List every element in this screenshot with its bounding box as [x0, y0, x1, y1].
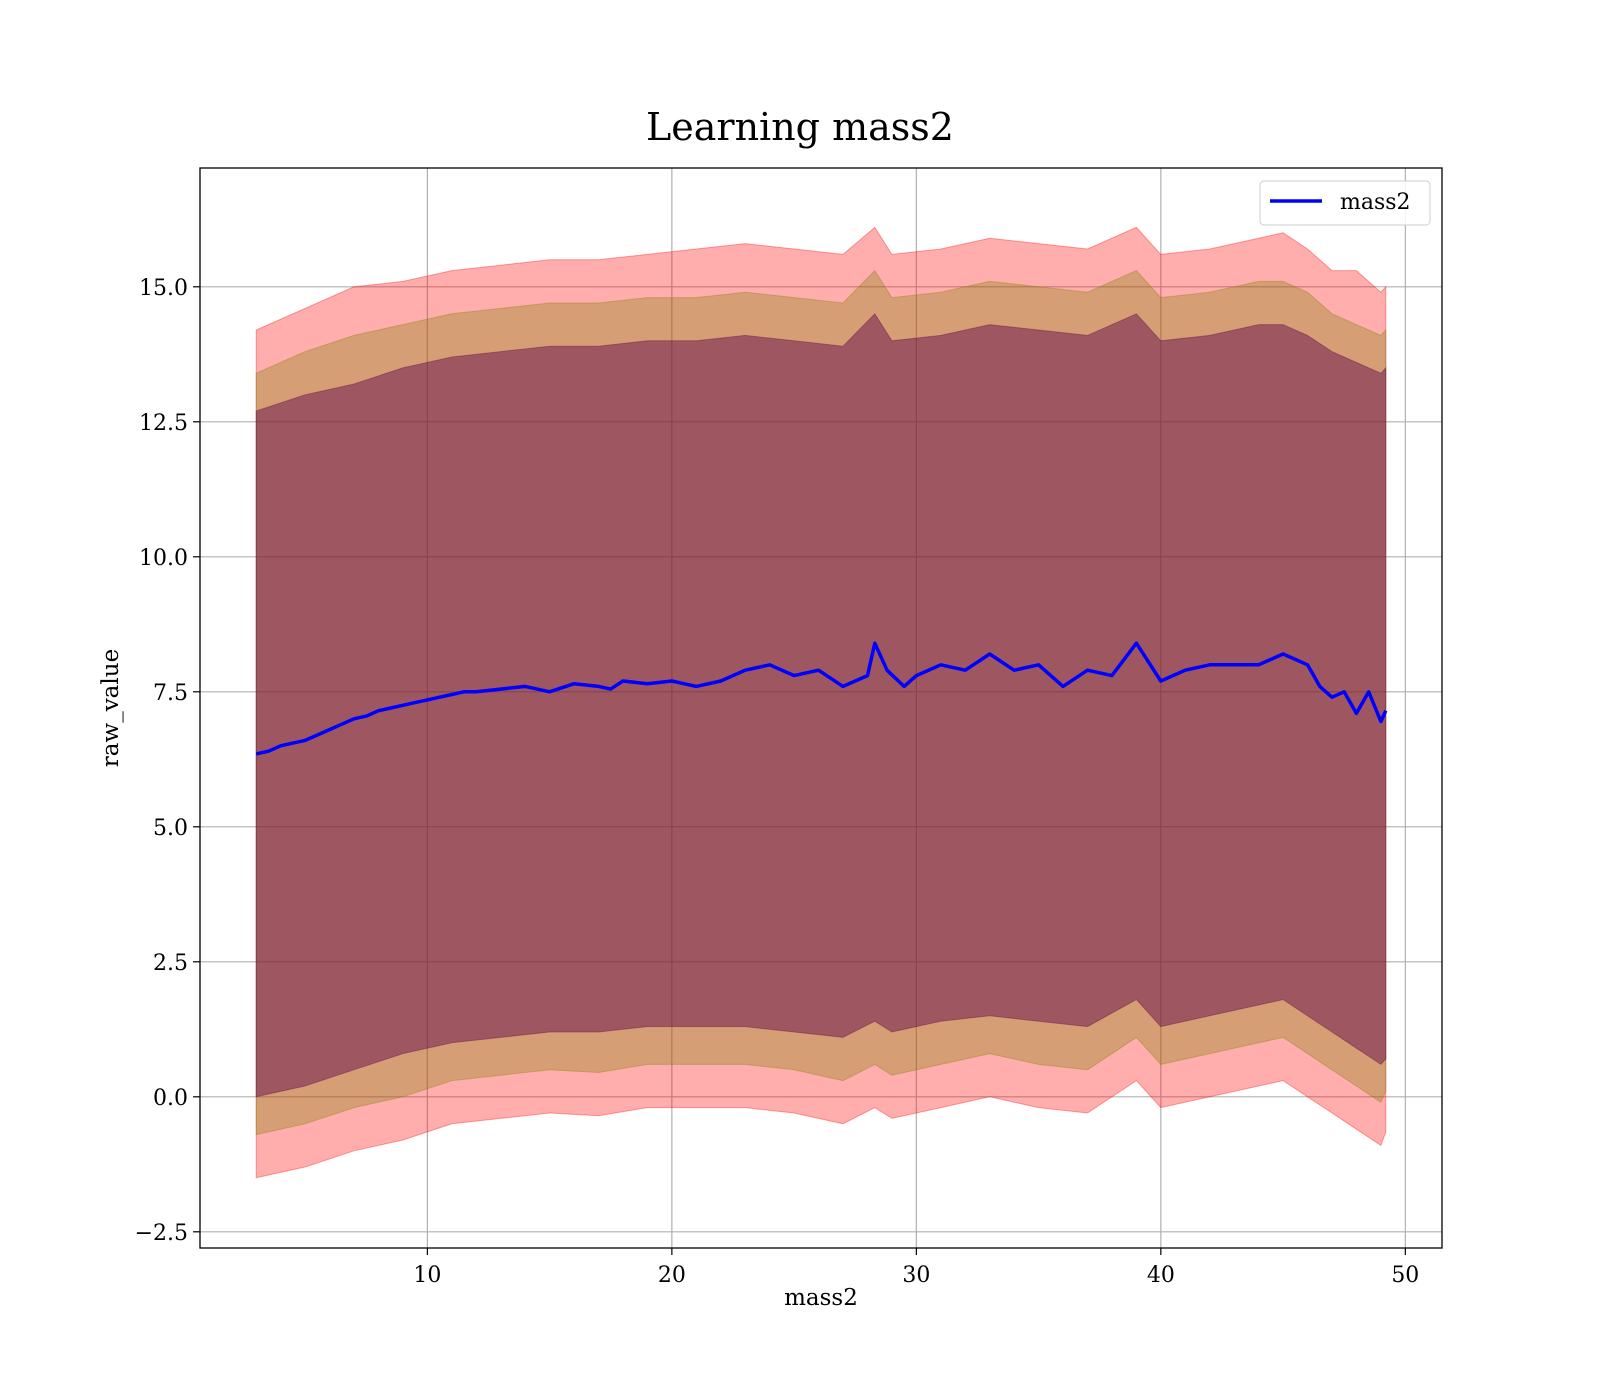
- y-tick-label: 5.0: [153, 816, 188, 841]
- grid-lines: [200, 168, 1442, 1248]
- plot-frame: [199, 167, 1443, 1249]
- legend-box: [1259, 180, 1431, 226]
- x-tick-label: 20: [658, 1263, 686, 1288]
- y-tick-label: 2.5: [153, 951, 188, 976]
- x-axis-ticks: 10 20 30 40 50: [413, 1248, 1419, 1288]
- confidence-band-2: [255, 269, 1387, 1136]
- x-tick-label: 30: [902, 1263, 930, 1288]
- x-tick-label: 40: [1147, 1263, 1175, 1288]
- y-tick-label: 7.5: [153, 681, 188, 706]
- y-tick-label: 0.0: [153, 1086, 188, 1111]
- legend-label-mass2: mass2: [1340, 190, 1411, 215]
- y-tick-label: 15.0: [139, 276, 188, 301]
- y-axis-label: raw_value: [98, 649, 124, 767]
- chart-title: Learning mass2: [646, 105, 954, 149]
- series-line-mass2: [255, 641, 1388, 756]
- confidence-band-1: [255, 226, 1387, 1179]
- y-tick-label: 12.5: [139, 411, 188, 436]
- x-axis-label: mass2: [784, 1285, 858, 1311]
- confidence-bands: [255, 226, 1387, 1179]
- legend: mass2: [1259, 180, 1431, 226]
- plot-background: [200, 168, 1442, 1248]
- y-axis-ticks: −2.5 0.0 2.5 5.0 7.5 10.0 12.5 15.0: [135, 276, 200, 1246]
- y-tick-label: 10.0: [139, 546, 188, 571]
- x-tick-label: 50: [1391, 1263, 1419, 1288]
- y-tick-label: −2.5: [135, 1221, 188, 1246]
- x-tick-label: 10: [413, 1263, 441, 1288]
- series-lines: [255, 641, 1388, 756]
- confidence-band-3: [255, 312, 1387, 1098]
